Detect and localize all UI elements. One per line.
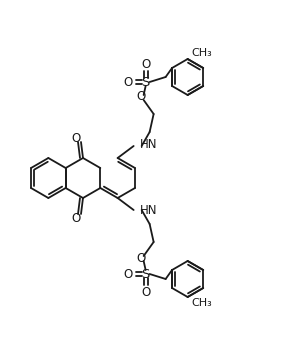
Text: O: O	[123, 268, 132, 280]
Text: O: O	[136, 252, 145, 266]
Text: HN: HN	[140, 204, 157, 218]
Text: O: O	[141, 58, 150, 71]
Text: O: O	[123, 76, 132, 88]
Text: HN: HN	[140, 138, 157, 152]
Text: S: S	[141, 76, 150, 88]
Text: O: O	[136, 91, 145, 104]
Text: CH₃: CH₃	[192, 298, 212, 308]
Text: O: O	[71, 131, 80, 144]
Text: CH₃: CH₃	[192, 48, 212, 58]
Text: O: O	[71, 212, 80, 224]
Text: O: O	[141, 285, 150, 299]
Text: S: S	[141, 268, 150, 280]
